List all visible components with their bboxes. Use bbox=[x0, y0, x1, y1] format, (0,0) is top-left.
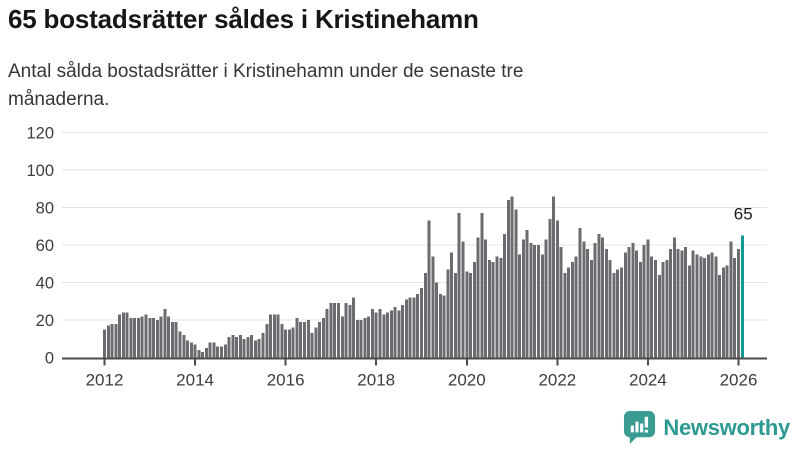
svg-text:2020: 2020 bbox=[448, 371, 486, 390]
svg-text:40: 40 bbox=[36, 275, 54, 293]
chart-subtitle-line2: månaderna. bbox=[8, 89, 110, 110]
svg-text:2018: 2018 bbox=[357, 371, 395, 390]
brand-name: Newsworthy bbox=[663, 414, 790, 440]
chart-subtitle: Antal sålda bostadsrätter i Kristinehamn… bbox=[8, 58, 523, 114]
svg-text:2016: 2016 bbox=[267, 371, 305, 390]
svg-text:100: 100 bbox=[26, 162, 54, 180]
svg-text:2012: 2012 bbox=[86, 371, 124, 390]
chart-title: 65 bostadsrätter såldes i Kristinehamn bbox=[8, 4, 479, 34]
svg-text:2014: 2014 bbox=[176, 371, 214, 390]
last-value-label: 65 bbox=[734, 205, 753, 224]
chart-subtitle-line1: Antal sålda bostadsrätter i Kristinehamn… bbox=[8, 61, 524, 82]
bar-chart-area: 0 20 40 60 80 100 120 2012 2014 2016 2018 2020 2022 2… bbox=[0, 118, 800, 410]
svg-text:0: 0 bbox=[45, 350, 54, 368]
svg-text:120: 120 bbox=[26, 125, 54, 143]
svg-text:2026: 2026 bbox=[720, 371, 758, 390]
svg-text:60: 60 bbox=[36, 237, 54, 255]
svg-text:80: 80 bbox=[36, 200, 54, 218]
svg-text:20: 20 bbox=[36, 312, 54, 330]
svg-text:2024: 2024 bbox=[629, 371, 667, 390]
bar-chart-speech-bubble-icon bbox=[624, 411, 656, 444]
svg-text:2022: 2022 bbox=[538, 371, 576, 390]
newsworthy-brand: Newsworthy bbox=[623, 410, 790, 445]
bar-chart: 0 20 40 60 80 100 120 2012 2014 2016 2018 2020 2022 2… bbox=[26, 125, 767, 390]
